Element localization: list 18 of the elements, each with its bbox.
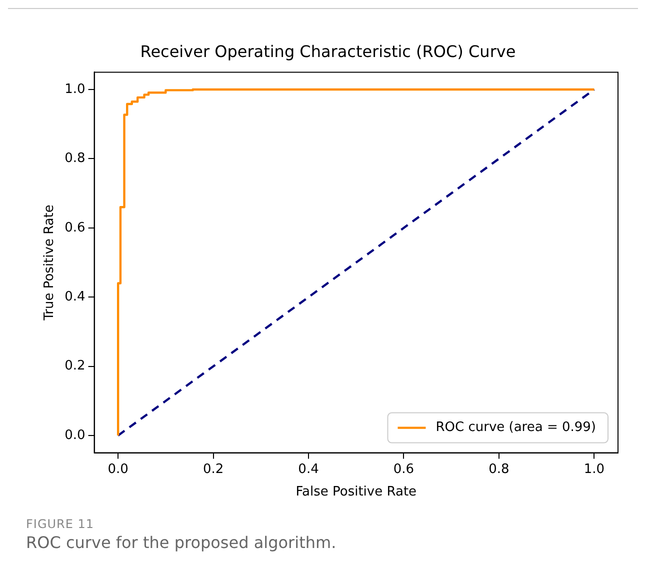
y-tick-label: 0.2 — [64, 358, 86, 374]
x-tick-label: 0.8 — [488, 462, 510, 477]
y-tick-label: 0.6 — [64, 220, 86, 236]
y-tick-label: 0.0 — [64, 428, 86, 443]
legend-label: ROC curve (area = 0.99) — [436, 420, 596, 436]
text: ROC curve for the proposed algorithm. — [26, 533, 338, 552]
x-tick-label: 0.0 — [108, 462, 128, 477]
x-tick-label: 0.2 — [202, 462, 224, 477]
x-tick-label: 0.4 — [298, 462, 319, 477]
y-axis-title: True Positive Rate — [42, 204, 58, 322]
y-tick-label: 0.8 — [64, 151, 86, 166]
x-axis-title: False Positive Rate — [296, 484, 417, 500]
y-tick-label: 0.4 — [64, 289, 86, 304]
caption: FIGURE 11 — [26, 517, 96, 531]
y-tick-label: 1.0 — [64, 82, 86, 97]
x-tick-label: 0.6 — [393, 462, 414, 477]
chart-title: Receiver Operating Characteristic (ROC) Curve — [140, 42, 516, 61]
x-tick-label: 1.0 — [584, 462, 605, 477]
